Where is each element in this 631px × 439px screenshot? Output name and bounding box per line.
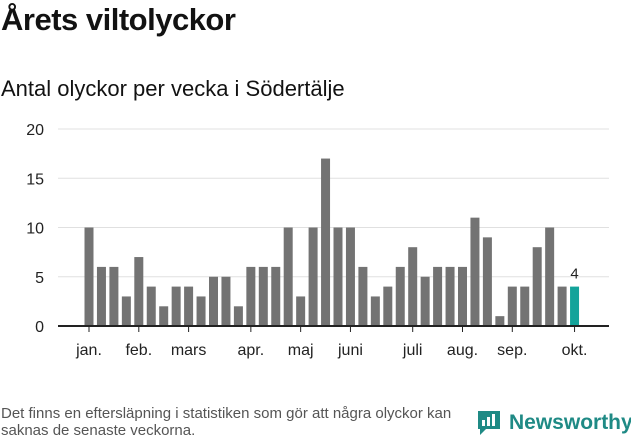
bar <box>109 266 119 326</box>
bar <box>321 158 331 326</box>
bar <box>258 266 268 326</box>
bar <box>134 257 144 326</box>
x-tick-label: aug. <box>447 342 478 359</box>
bar <box>532 247 542 326</box>
chart-title: Årets viltolyckor <box>1 2 236 37</box>
bar <box>171 286 181 326</box>
bar <box>470 217 480 326</box>
bar <box>482 237 492 326</box>
bar <box>345 227 355 326</box>
bar <box>233 306 243 326</box>
chart-subtitle: Antal olyckor per vecka i Södertälje <box>1 76 345 101</box>
bar <box>96 266 106 326</box>
bar <box>333 227 343 326</box>
bar <box>408 247 418 326</box>
bar <box>520 286 530 326</box>
highlight-bar <box>570 286 580 326</box>
bar-chart: 0 5 10 15 20 4 jan. feb. mars apr. maj juni juli aug.… <box>26 122 609 359</box>
bar <box>308 227 318 326</box>
bar <box>557 286 567 326</box>
bar <box>296 296 306 326</box>
bar <box>433 266 443 326</box>
x-tick-label: okt. <box>562 342 588 359</box>
bar <box>395 266 405 326</box>
newsworthy-logo: Newsworthy <box>476 408 631 438</box>
x-tick-label: jan. <box>75 342 102 359</box>
bar <box>370 296 380 326</box>
bar <box>507 286 517 326</box>
y-tick-label: 5 <box>35 270 44 287</box>
bar <box>271 266 281 326</box>
y-tick-label: 10 <box>26 221 44 238</box>
bar <box>146 286 156 326</box>
data-label: 4 <box>570 266 578 283</box>
bar <box>545 227 555 326</box>
y-tick-label: 0 <box>35 319 44 336</box>
x-tick-label: juni <box>337 342 363 359</box>
bar <box>420 276 430 326</box>
bar <box>383 286 393 326</box>
x-tick-label: mars <box>171 342 207 359</box>
bar <box>184 286 194 326</box>
x-tick-label: sep. <box>497 342 527 359</box>
x-tick-label: juli <box>402 342 423 359</box>
bar <box>458 266 467 326</box>
bar <box>246 266 256 326</box>
y-tick-label: 20 <box>26 122 44 139</box>
x-tick-label: feb. <box>125 342 152 359</box>
bar <box>121 296 131 326</box>
bar <box>84 227 94 326</box>
bar <box>495 316 505 326</box>
x-tick-label: maj <box>288 342 314 359</box>
bar <box>358 266 368 326</box>
bar <box>283 227 293 326</box>
x-tick-label: apr. <box>238 342 265 359</box>
y-tick-label: 15 <box>26 171 44 188</box>
bar <box>159 306 169 326</box>
bar <box>221 276 231 326</box>
bar <box>196 296 206 326</box>
bar <box>209 276 218 326</box>
bar <box>445 266 455 326</box>
footnote: Det finns en eftersläpning i statistiken… <box>1 405 452 439</box>
newsworthy-brand: Newsworthy <box>509 411 631 434</box>
newsworthy-logo-icon <box>478 411 500 435</box>
